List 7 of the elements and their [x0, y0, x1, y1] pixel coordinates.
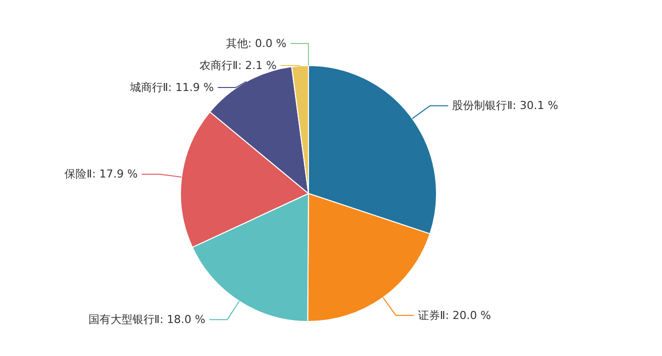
slice-label: 证券Ⅱ: 20.0 %	[418, 308, 491, 322]
category-label: 其他: 0.0 %	[226, 37, 287, 50]
slice-label: 国有大型银行Ⅱ: 18.0 %	[88, 313, 206, 326]
slice-label: 股份制银行Ⅱ: 30.1 %	[452, 99, 558, 112]
slice-label: 保险Ⅱ: 17.9 %	[64, 168, 138, 181]
slice-label: 城商行Ⅱ: 11.9 %	[128, 81, 214, 94]
slice-label: 农商行Ⅱ: 2.1 %	[200, 59, 277, 72]
